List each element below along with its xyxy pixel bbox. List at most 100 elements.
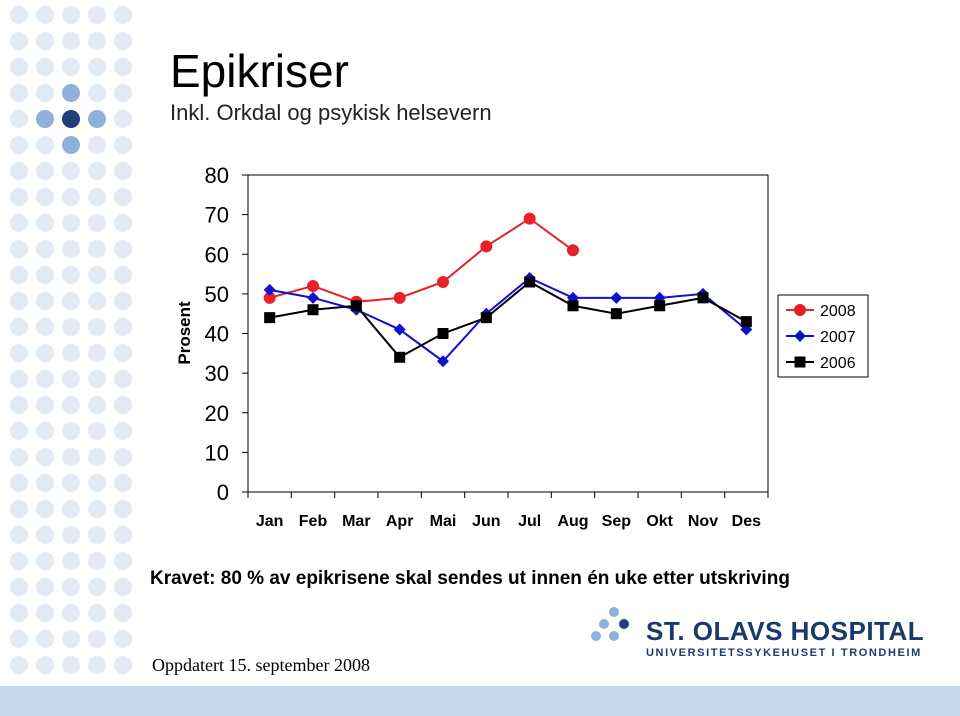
- decor-dot: [114, 370, 132, 388]
- decor-dot: [114, 396, 132, 414]
- y-tick-label: 80: [205, 163, 229, 188]
- marker: [523, 212, 536, 225]
- decor-dot: [62, 526, 80, 544]
- decor-dot: [10, 240, 28, 258]
- marker: [263, 283, 276, 296]
- decor-dot: [88, 58, 106, 76]
- decor-dot: [88, 318, 106, 336]
- decor-dot: [114, 604, 132, 622]
- decor-dot: [62, 630, 80, 648]
- decor-dot: [62, 500, 80, 518]
- marker: [794, 304, 806, 316]
- decor-dot: [88, 370, 106, 388]
- footer-bar: [0, 686, 960, 716]
- logo-dot: [591, 631, 601, 641]
- decor-dot: [114, 318, 132, 336]
- decor-dot: [10, 344, 28, 362]
- decor-dot: [88, 422, 106, 440]
- decor-dot: [36, 136, 54, 154]
- decor-dot: [36, 448, 54, 466]
- decor-dot: [62, 84, 80, 102]
- decor-dot: [88, 240, 106, 258]
- decor-dot: [36, 292, 54, 310]
- note: Kravet: 80 % av epikrisene skal sendes u…: [150, 568, 790, 589]
- marker: [740, 316, 752, 328]
- decor-dot: [62, 344, 80, 362]
- decor-dot: [88, 344, 106, 362]
- decor-dot: [62, 32, 80, 50]
- decor-dot: [114, 58, 132, 76]
- decor-dot: [88, 214, 106, 232]
- decor-dot: [62, 136, 80, 154]
- decor-dot: [36, 318, 54, 336]
- marker: [567, 300, 579, 312]
- decor-dot: [10, 292, 28, 310]
- decor-dot: [36, 344, 54, 362]
- y-tick-label: 30: [205, 361, 229, 386]
- y-tick-label: 60: [205, 242, 229, 267]
- marker: [654, 300, 666, 312]
- marker: [480, 312, 492, 324]
- decor-dot: [36, 422, 54, 440]
- x-tick-label: Jul: [518, 513, 541, 530]
- slide-title: Epikriser: [170, 45, 349, 97]
- logo-dot: [599, 619, 609, 629]
- decor-dot: [36, 604, 54, 622]
- decor-dot: [10, 188, 28, 206]
- decor-dot: [10, 474, 28, 492]
- decor-dot: [36, 32, 54, 50]
- decor-dot: [36, 6, 54, 24]
- marker: [307, 304, 319, 316]
- decor-dot: [10, 84, 28, 102]
- decor-dot: [10, 448, 28, 466]
- x-tick-label: Nov: [688, 513, 718, 530]
- decor-dot: [88, 552, 106, 570]
- decor-dot: [88, 84, 106, 102]
- decor-dot: [36, 188, 54, 206]
- marker: [697, 292, 709, 304]
- decor-dot: [88, 396, 106, 414]
- decor-dot: [36, 396, 54, 414]
- x-tick-label: Mai: [430, 513, 457, 530]
- decor-dot: [88, 526, 106, 544]
- decor-dot: [62, 370, 80, 388]
- decor-dot: [36, 656, 54, 674]
- decor-dot: [114, 6, 132, 24]
- marker: [437, 275, 449, 288]
- decor-dot: [62, 292, 80, 310]
- decor-dot: [36, 162, 54, 180]
- decor-dot: [62, 6, 80, 24]
- decor-dot: [114, 266, 132, 284]
- decor-dot: [36, 84, 54, 102]
- decor-dot: [10, 370, 28, 388]
- marker: [524, 276, 536, 288]
- marker: [567, 244, 579, 257]
- series-line: [269, 217, 574, 303]
- decor-dot: [114, 240, 132, 258]
- decor-dot: [36, 370, 54, 388]
- marker: [610, 308, 622, 320]
- legend-label: 2007: [820, 329, 856, 346]
- decor-dot: [114, 344, 132, 362]
- decor-dot: [36, 526, 54, 544]
- marker: [263, 291, 276, 304]
- series-line: [269, 280, 747, 359]
- decor-dot: [88, 448, 106, 466]
- decor-dot: [62, 188, 80, 206]
- x-tick-label: Sep: [602, 513, 632, 530]
- decor-dot: [114, 500, 132, 518]
- decor-dot: [36, 578, 54, 596]
- decor-dot: [62, 162, 80, 180]
- decor-dot: [114, 84, 132, 102]
- decor-dot: [114, 474, 132, 492]
- decor-dot: [10, 396, 28, 414]
- decor-dot: [114, 552, 132, 570]
- decor-dot: [36, 240, 54, 258]
- marker: [794, 356, 806, 368]
- decor-dot: [88, 604, 106, 622]
- decor-dot: [62, 448, 80, 466]
- plot-frame: [247, 174, 769, 493]
- x-tick-label: Jan: [256, 513, 284, 530]
- legend-label: 2008: [820, 303, 856, 320]
- decor-dot: [10, 552, 28, 570]
